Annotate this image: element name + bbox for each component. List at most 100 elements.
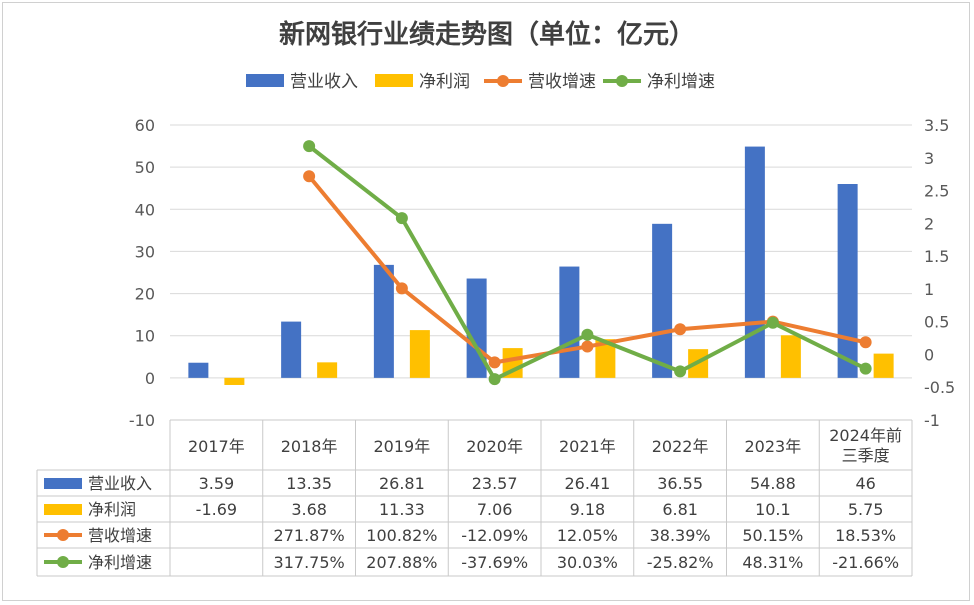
right-tick-label: -1 [924, 411, 940, 430]
table-header-cell: 2020年 [466, 437, 523, 456]
legend: 营业收入 净利润 营收增速 净利增速 [246, 72, 715, 92]
line-point [303, 170, 316, 183]
bar [224, 377, 245, 385]
table-cell: 18.53% [835, 526, 896, 545]
table-header-cell: 2018年 [281, 437, 338, 456]
right-axis: -1 -0.5 0 0.5 1 1.5 2 2.5 3 3.5 [924, 116, 955, 430]
line-point [488, 356, 501, 369]
right-tick-label: 0.5 [924, 313, 949, 332]
table-cell: 9.18 [570, 500, 606, 519]
line-point [488, 373, 501, 386]
bar [559, 266, 580, 378]
table-cell: 6.81 [662, 500, 698, 519]
bar [188, 362, 209, 378]
line-point [859, 336, 872, 349]
left-tick-label: 50 [135, 158, 155, 177]
row-series-name: 营收增速 [88, 526, 152, 545]
table-cell: -12.09% [461, 526, 528, 545]
left-tick-label: 20 [135, 285, 155, 304]
table-cell: 30.03% [557, 553, 618, 572]
legend-marker [497, 75, 509, 87]
table-header-cell: 2019年 [374, 437, 431, 456]
bar [873, 353, 894, 378]
right-tick-label: 1 [924, 280, 934, 299]
left-tick-label: 0 [145, 369, 155, 388]
legend-swatch [375, 74, 413, 87]
line-point [859, 362, 872, 375]
line-point [674, 365, 687, 378]
lines [303, 140, 872, 386]
bar [837, 184, 858, 378]
table-cell: 12.05% [557, 526, 618, 545]
right-tick-label: 1.5 [924, 247, 949, 266]
left-tick-label: 40 [135, 200, 155, 219]
legend-swatch [246, 74, 284, 87]
line-point [674, 323, 687, 336]
table-cell: 36.55 [657, 474, 703, 493]
legend-label: 营业收入 [290, 72, 358, 92]
right-tick-label: 3 [924, 149, 934, 168]
table-header-cell: 2022年 [652, 437, 709, 456]
table-cell: 100.82% [366, 526, 437, 545]
table-cell: 10.1 [755, 500, 791, 519]
legend-marker [616, 75, 628, 87]
left-axis: -10 0 10 20 30 40 50 60 [129, 116, 155, 430]
table-header-cell: 三季度 [842, 446, 890, 465]
row-series-name: 净利增速 [88, 553, 152, 572]
bars [188, 146, 894, 385]
table-cell: 317.75% [274, 553, 345, 572]
line-point [303, 140, 316, 153]
table-cell: 26.41 [564, 474, 610, 493]
left-tick-label: -10 [129, 411, 155, 430]
table-cell: -21.66% [832, 553, 899, 572]
line-point [581, 328, 594, 341]
table-cell: 207.88% [366, 553, 437, 572]
line-point [581, 340, 594, 353]
table-header-cell: 2024年前 [829, 426, 902, 445]
bar [595, 339, 616, 378]
left-tick-label: 30 [135, 242, 155, 261]
table-cell: -1.69 [196, 500, 237, 519]
bar [780, 335, 801, 378]
table-cell: 3.59 [199, 474, 235, 493]
table-header-cell: 2021年 [559, 437, 616, 456]
bar [502, 348, 523, 378]
legend-label: 净利增速 [647, 72, 715, 92]
line-point [395, 282, 408, 295]
row-legend-marker [57, 556, 69, 568]
table-cell: -37.69% [461, 553, 528, 572]
table-cell: 3.68 [291, 500, 327, 519]
table-cell: 5.75 [848, 500, 884, 519]
table-header-cell: 2023年 [745, 437, 802, 456]
chart-title: 新网银行业绩走势图（单位：亿元） [279, 19, 695, 50]
row-series-name: 净利润 [88, 500, 136, 519]
row-legend-swatch [44, 504, 82, 515]
left-tick-label: 10 [135, 327, 155, 346]
bar [652, 223, 673, 378]
table-cell: -25.82% [647, 553, 714, 572]
row-series-name: 营业收入 [88, 474, 152, 493]
right-tick-label: 0 [924, 345, 934, 364]
table-cell: 50.15% [742, 526, 803, 545]
table-cell: 11.33 [379, 500, 425, 519]
right-tick-label: 3.5 [924, 116, 949, 135]
table-cell: 38.39% [650, 526, 711, 545]
table-header-cell: 2017年 [188, 437, 245, 456]
table-cell: 46 [855, 474, 875, 493]
bar [409, 330, 430, 378]
table-cell: 23.57 [472, 474, 518, 493]
table-cell: 54.88 [750, 474, 796, 493]
line-point [395, 212, 408, 225]
legend-label: 营收增速 [528, 72, 596, 92]
right-tick-label: 2 [924, 214, 934, 233]
bar [281, 321, 302, 378]
table-cell: 271.87% [274, 526, 345, 545]
left-tick-label: 60 [135, 116, 155, 135]
table-cell: 26.81 [379, 474, 425, 493]
table-cell: 7.06 [477, 500, 513, 519]
right-tick-label: -0.5 [924, 378, 955, 397]
bar [373, 264, 394, 378]
table-cell: 13.35 [286, 474, 332, 493]
